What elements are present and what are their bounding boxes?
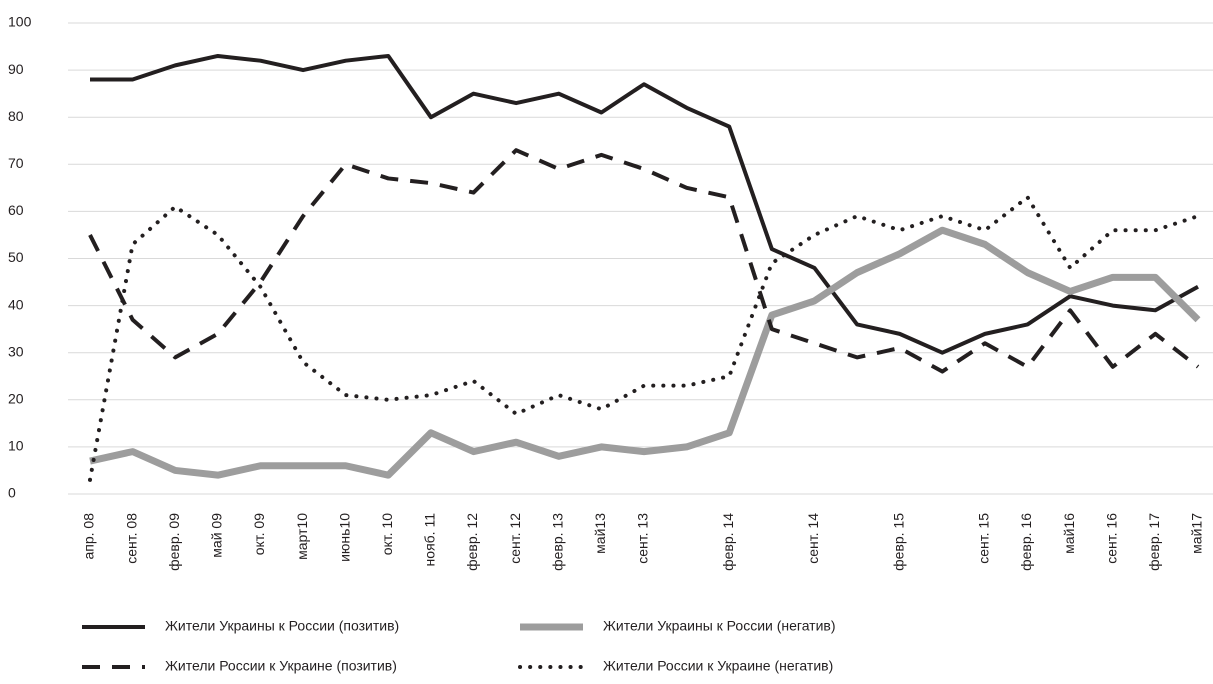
x-tick-label: окт. 09 [251,513,267,555]
y-tick-label: 40 [8,296,24,312]
y-tick-label: 60 [8,202,24,218]
x-tick-label: окт. 10 [379,513,395,555]
x-tick-label: апр. 08 [81,513,97,560]
legend-label: Жители Украины к России (негатив) [603,618,836,634]
x-tick-label: февр. 15 [890,513,906,571]
legend-label: Жители России к Украине (негатив) [603,658,833,674]
series-line [90,53,1199,355]
x-tick-label: февр. 17 [1146,513,1162,571]
y-tick-label: 30 [8,343,24,359]
y-tick-label: 10 [8,438,24,454]
y-tick-label: 20 [8,391,24,407]
x-tick-label: июнь10 [336,513,352,562]
x-tick-label: февр. 12 [464,513,480,571]
x-tick-label: май17 [1189,513,1205,554]
y-tick-label: 100 [8,14,32,30]
x-tick-label: февр. 13 [549,513,565,571]
x-tick-label: сент. 08 [123,513,139,564]
y-tick-label: 50 [8,249,24,265]
x-tick-label: май16 [1061,513,1077,554]
x-tick-label: нояб. 11 [422,513,438,567]
y-tick-label: 0 [8,485,16,501]
y-tick-label: 90 [8,61,24,77]
x-tick-label: февр. 09 [166,513,182,571]
series-line [88,148,1200,374]
legend-label: Жители Украины к России (позитив) [165,618,399,634]
series-line [89,226,1201,479]
x-tick-label: май 09 [209,513,225,558]
x-tick-label: сент. 13 [635,513,651,564]
x-tick-label: сент. 12 [507,513,523,564]
x-tick-label: февр. 14 [720,513,736,571]
x-tick-label: сент. 14 [805,513,821,564]
y-tick-label: 80 [8,108,24,124]
x-tick-label: май13 [592,513,608,554]
legend-label: Жители России к Украине (позитив) [165,658,397,674]
x-tick-label: сент. 16 [1103,513,1119,564]
y-tick-label: 70 [8,155,24,171]
x-tick-label: март10 [294,513,310,560]
series-line [88,195,1200,482]
x-tick-label: февр. 16 [1018,513,1034,571]
x-tick-label: сент. 15 [976,513,992,564]
